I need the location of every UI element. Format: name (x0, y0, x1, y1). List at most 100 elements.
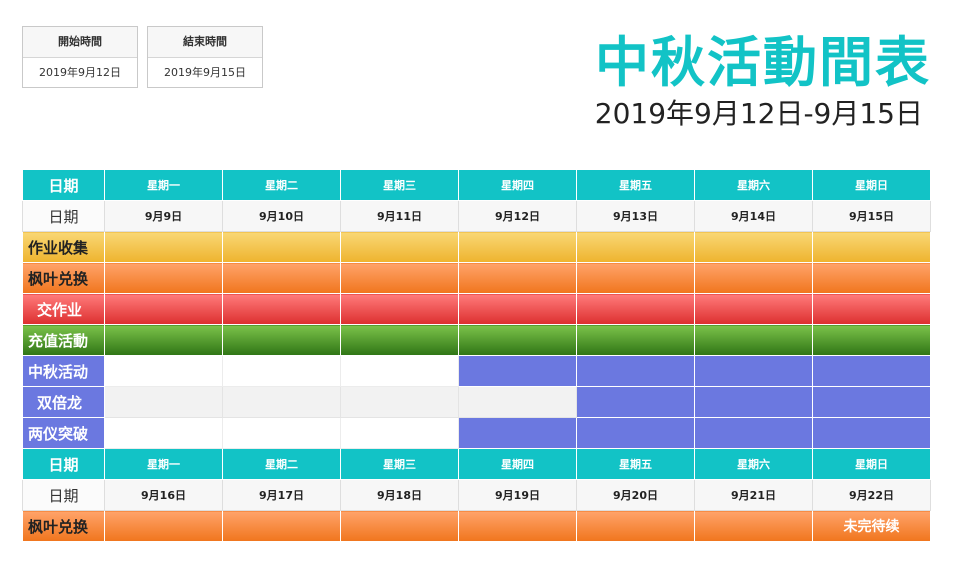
activity-cell (340, 293, 459, 325)
activity-cell (812, 324, 931, 356)
weekday-cell: 星期二 (222, 448, 341, 480)
activity-cell (458, 262, 577, 294)
activity-cell (458, 231, 577, 263)
activity-cell (104, 355, 223, 387)
activity-label: 双倍龙 (22, 386, 105, 418)
activity-cell (812, 355, 931, 387)
weekday-cell: 星期日 (812, 448, 931, 480)
activity-cell (458, 510, 577, 542)
activity-cell (340, 231, 459, 263)
activity-cell (576, 293, 695, 325)
activity-cell (694, 262, 813, 294)
date-cell: 9月12日 (458, 200, 577, 232)
activity-cell (222, 355, 341, 387)
activity-cell (104, 262, 223, 294)
activity-cell (222, 386, 341, 418)
activity-row-mid-autumn: 中秋活动 (22, 355, 931, 387)
activity-cell (104, 386, 223, 418)
activity-cell (458, 417, 577, 449)
activity-cell (812, 293, 931, 325)
activity-cell (222, 510, 341, 542)
date-cell: 9月13日 (576, 200, 695, 232)
week-label: 日期 (22, 448, 105, 480)
week1-date-row: 日期 9月9日 9月10日 9月11日 9月12日 9月13日 9月14日 9月… (22, 200, 931, 232)
weekday-cell: 星期三 (340, 448, 459, 480)
activity-cell (340, 355, 459, 387)
date-cell: 9月16日 (104, 479, 223, 511)
week1-weekday-row: 日期 星期一 星期二 星期三 星期四 星期五 星期六 星期日 (22, 169, 931, 201)
activity-cell (694, 510, 813, 542)
week-label: 日期 (22, 169, 105, 201)
week2-date-row: 日期 9月16日 9月17日 9月18日 9月19日 9月20日 9月21日 9… (22, 479, 931, 511)
activity-cell (812, 417, 931, 449)
weekday-cell: 星期二 (222, 169, 341, 201)
activity-cell (340, 262, 459, 294)
activity-cell (576, 231, 695, 263)
weekday-cell: 星期五 (576, 169, 695, 201)
date-cell: 9月20日 (576, 479, 695, 511)
activity-row-double-dragon: 双倍龙 (22, 386, 931, 418)
activity-row-homework-collect: 作业收集 (22, 231, 931, 263)
date-label: 日期 (22, 200, 105, 232)
activity-cell (576, 355, 695, 387)
date-cell: 9月10日 (222, 200, 341, 232)
start-time-box: 開始時間 2019年9月12日 (22, 26, 138, 88)
activity-label: 枫叶兑换 (22, 262, 105, 294)
activity-cell (222, 417, 341, 449)
activity-label: 两仪突破 (22, 417, 105, 449)
activity-cell (576, 262, 695, 294)
date-cell: 9月19日 (458, 479, 577, 511)
activity-cell (458, 355, 577, 387)
date-cell: 9月17日 (222, 479, 341, 511)
weekday-cell: 星期六 (694, 169, 813, 201)
weekday-cell: 星期五 (576, 448, 695, 480)
date-cell: 9月14日 (694, 200, 813, 232)
activity-cell (340, 386, 459, 418)
date-cell: 9月21日 (694, 479, 813, 511)
weekday-cell: 星期六 (694, 448, 813, 480)
activity-cell (340, 324, 459, 356)
activity-cell (694, 386, 813, 418)
activity-cell (694, 293, 813, 325)
activity-cell (104, 417, 223, 449)
activity-cell (576, 510, 695, 542)
activity-cell (812, 386, 931, 418)
activity-cell (222, 231, 341, 263)
end-time-value: 2019年9月15日 (164, 66, 246, 79)
activity-cell (576, 324, 695, 356)
weekday-cell: 星期四 (458, 169, 577, 201)
page-title: 中秋活動間表 (595, 31, 931, 94)
activity-cell (694, 355, 813, 387)
schedule-table: 日期 星期一 星期二 星期三 星期四 星期五 星期六 星期日 日期 9月9日 9… (22, 169, 931, 542)
start-time-label: 開始時間 (23, 27, 137, 58)
activity-cell (222, 293, 341, 325)
activity-cell (458, 324, 577, 356)
activity-cell (458, 386, 577, 418)
activity-cell (458, 293, 577, 325)
activity-cell (222, 262, 341, 294)
week2-weekday-row: 日期 星期一 星期二 星期三 星期四 星期五 星期六 星期日 (22, 448, 931, 480)
activity-row-maple-exchange: 枫叶兑换 (22, 262, 931, 294)
activity-label: 交作业 (22, 293, 105, 325)
activity-cell (340, 417, 459, 449)
activity-cell (104, 231, 223, 263)
activity-label: 充值活動 (22, 324, 105, 356)
weekday-cell: 星期四 (458, 448, 577, 480)
activity-cell (694, 324, 813, 356)
activity-cell (694, 231, 813, 263)
activity-cell (104, 324, 223, 356)
activity-label: 中秋活动 (22, 355, 105, 387)
to-be-continued-note: 未完待续 (843, 519, 900, 535)
activity-cell (104, 293, 223, 325)
date-cell: 9月9日 (104, 200, 223, 232)
end-time-box: 結束時間 2019年9月15日 (147, 26, 263, 88)
date-cell: 9月22日 (812, 479, 931, 511)
start-time-value: 2019年9月12日 (39, 66, 121, 79)
activity-label: 枫叶兑换 (22, 510, 105, 542)
weekday-cell: 星期一 (104, 169, 223, 201)
activity-cell (340, 510, 459, 542)
page-subtitle: 2019年9月12日-9月15日 (594, 97, 923, 130)
activity-cell-note: 未完待续 (812, 510, 931, 542)
activity-label: 作业收集 (22, 231, 105, 263)
week2-activity-row-maple-exchange: 枫叶兑换 未完待续 (22, 510, 931, 542)
